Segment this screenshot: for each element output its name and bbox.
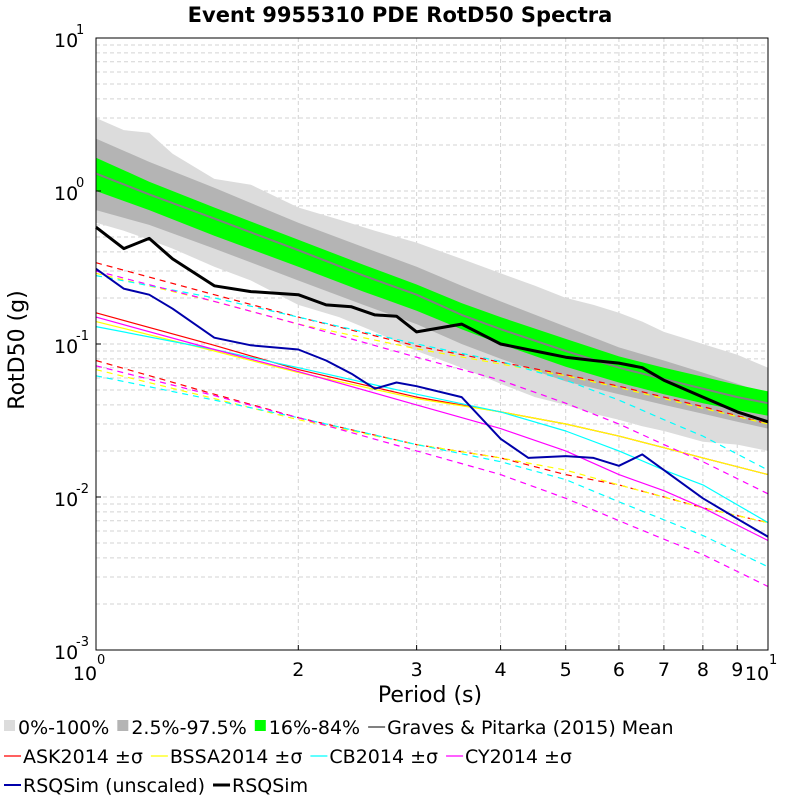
series-line-8 bbox=[95, 275, 769, 471]
y-tick-base: 10 bbox=[54, 30, 78, 52]
legend-label: CB2014 ±σ bbox=[329, 746, 438, 768]
series-line-2 bbox=[95, 262, 769, 425]
series-line-7 bbox=[95, 326, 769, 524]
series-lines bbox=[95, 172, 769, 588]
legend-swatch bbox=[117, 720, 129, 731]
x-tick-label: 8 bbox=[697, 659, 709, 681]
legend-label: CY2014 ±σ bbox=[465, 746, 572, 768]
legend-label: 2.5%-97.5% bbox=[131, 717, 246, 739]
y-tick-exponent: -3 bbox=[76, 635, 89, 650]
x-tick-label: 4 bbox=[495, 659, 507, 681]
legend-label: 16%-84% bbox=[269, 717, 360, 739]
y-tick-base: 10 bbox=[54, 336, 78, 358]
y-tick-exponent: -2 bbox=[76, 482, 89, 497]
x-axis-label: Period (s) bbox=[378, 683, 482, 708]
series-line-4 bbox=[95, 321, 769, 476]
legend: 0%-100% 2.5%-97.5% 16%-84% Graves & Pitarka… bbox=[4, 717, 674, 797]
x-tick-label: 2 bbox=[292, 659, 304, 681]
series-line-6 bbox=[95, 369, 769, 524]
series-line-10 bbox=[95, 316, 769, 542]
x-tick-label: 5 bbox=[560, 659, 572, 681]
y-tick-base: 10 bbox=[54, 489, 78, 511]
x-tick-base: 10 bbox=[73, 663, 97, 685]
x-tick-label: 6 bbox=[613, 659, 625, 681]
legend-label: RSQSim (unscaled) bbox=[23, 775, 205, 797]
x-tick-label: 7 bbox=[658, 659, 670, 681]
series-line-9 bbox=[95, 375, 769, 568]
x-axis-ticks: 100 2 3 4 5 6 7 8 9 101 bbox=[73, 645, 777, 685]
series-line-0 bbox=[95, 172, 769, 405]
legend-label: RSQSim bbox=[232, 775, 308, 797]
legend-label: 0%-100% bbox=[18, 717, 109, 739]
chart-title: Event 9955310 PDE RotD50 Spectra bbox=[188, 3, 613, 27]
series-line-14 bbox=[95, 226, 769, 424]
y-tick-base: 10 bbox=[54, 642, 78, 664]
x-tick-exponent: 1 bbox=[769, 653, 777, 668]
x-tick-label: 9 bbox=[731, 659, 743, 681]
series-line-12 bbox=[95, 365, 769, 588]
legend-swatch bbox=[4, 720, 15, 731]
y-tick-exponent: 1 bbox=[76, 23, 84, 38]
legend-label: BSSA2014 ±σ bbox=[170, 746, 303, 768]
legend-label: ASK2014 ±σ bbox=[23, 746, 143, 768]
y-tick-base: 10 bbox=[54, 183, 78, 205]
y-axis-label: RotD50 (g) bbox=[5, 290, 30, 409]
band-2 bbox=[96, 157, 768, 416]
y-tick-exponent: 0 bbox=[76, 176, 84, 191]
y-tick-exponent: -1 bbox=[76, 329, 89, 344]
x-tick-exponent: 0 bbox=[97, 653, 105, 668]
legend-swatch bbox=[254, 720, 266, 731]
x-tick-label: 3 bbox=[411, 659, 423, 681]
legend-label: Graves & Pitarka (2015) Mean bbox=[387, 717, 673, 739]
x-tick-base: 10 bbox=[745, 663, 769, 685]
series-line-3 bbox=[95, 359, 769, 524]
series-line-13 bbox=[95, 267, 769, 538]
series-line-11 bbox=[95, 270, 769, 495]
plot-area bbox=[95, 37, 769, 651]
percentile-bands bbox=[96, 118, 768, 451]
